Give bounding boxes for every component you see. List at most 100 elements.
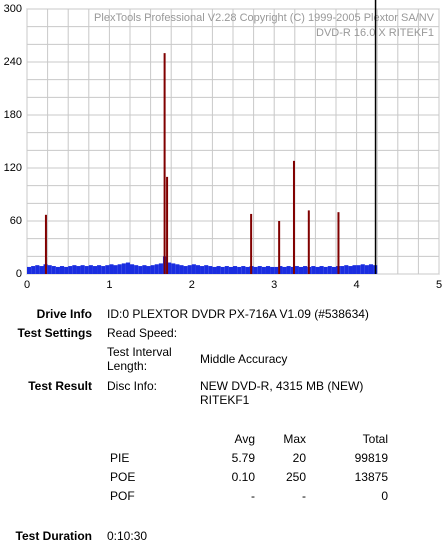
pie-bar [55, 266, 60, 274]
pie-bar [270, 266, 275, 274]
cell: 0.10 [231, 470, 255, 484]
pie-bar [278, 266, 283, 274]
grid [26, 8, 440, 275]
pie-bar [134, 265, 139, 274]
pie-bar [344, 265, 349, 274]
pie-bar [257, 266, 262, 274]
pie-bar [298, 266, 304, 274]
pie-bar [130, 264, 135, 274]
label: Drive Info [36, 307, 92, 321]
chart-title: PlexTools Professional V2.28 Copyright (… [94, 12, 435, 24]
row-label: POF [110, 489, 135, 503]
pie-bar [224, 266, 229, 274]
pie-bar [117, 264, 122, 274]
label: Test Result [28, 379, 92, 393]
column-header: Total [362, 432, 388, 446]
y-tick-label: 180 [4, 109, 22, 121]
pie-bar [187, 265, 192, 274]
pie-bar [167, 262, 172, 274]
pie-bar [158, 263, 163, 274]
pie-bar [92, 266, 98, 274]
row-label: POE [110, 470, 136, 484]
column-header: Avg [234, 432, 255, 446]
pie-bar [208, 266, 213, 274]
x-tick-label: 1 [106, 279, 112, 291]
pie-bar [101, 266, 106, 274]
pie-bar [294, 266, 299, 274]
cell: 20 [292, 451, 306, 465]
pie-bar [125, 262, 130, 274]
chart: PlexTools Professional V2.28 Copyright (… [4, 0, 442, 291]
pie-bar [179, 265, 184, 274]
cell: 0 [381, 489, 388, 503]
pie-bar [39, 266, 44, 274]
pie-bar [331, 266, 336, 274]
value: Middle Accuracy [200, 352, 288, 366]
pie-bar [171, 263, 176, 274]
pie-bar [253, 266, 258, 274]
pie-bar [368, 264, 374, 274]
pie-bar [315, 266, 320, 274]
y-tick-label: 240 [4, 56, 22, 68]
pie-bar [237, 266, 242, 274]
x-tick-label: 4 [354, 279, 360, 291]
value: Disc Info: [107, 379, 158, 393]
pie-bar [97, 265, 102, 274]
cell: 99819 [354, 451, 388, 465]
y-tick-label: 0 [16, 268, 22, 280]
pie-bar [319, 266, 324, 274]
label: Test Settings [17, 326, 92, 340]
pie-bar [51, 266, 56, 274]
report: Drive Info ID:0 PLEXTOR DVDR PX-716A V1.… [0, 300, 446, 548]
pie-bar [35, 265, 40, 274]
pie-bar [323, 266, 328, 274]
y-tick-label: 60 [10, 215, 22, 227]
x-tick-label: 3 [271, 279, 277, 291]
y-tick-label: 120 [4, 162, 22, 174]
pie-bar [212, 266, 217, 274]
pie-bar [191, 264, 196, 274]
pie-bar [47, 265, 52, 274]
pie-bar [364, 265, 369, 274]
label: Test Duration [15, 529, 92, 543]
pie-bar [121, 263, 126, 274]
cell: 13875 [354, 470, 388, 484]
x-tick-label: 0 [24, 279, 30, 291]
y-tick-label: 300 [4, 3, 22, 15]
pie-bar [195, 265, 201, 274]
pie-bar [113, 265, 118, 274]
pie-bar [72, 265, 77, 274]
pie-bar [154, 264, 159, 274]
pie-bar [64, 266, 69, 274]
pie-bar [327, 266, 332, 274]
pie-bar [356, 265, 361, 274]
pie-bar [286, 266, 291, 274]
pie-bar [109, 264, 114, 274]
pie-bar [27, 266, 32, 274]
pie-bar [105, 265, 110, 274]
pie-bar [340, 266, 345, 274]
pie-bar [233, 266, 238, 274]
value: Read Speed: [107, 326, 178, 340]
value: 0:10:30 [107, 529, 148, 543]
pie-bar [282, 266, 287, 274]
value: ID:0 PLEXTOR DVDR PX-716A V1.09 (#538634… [107, 307, 369, 321]
cell: 250 [285, 470, 306, 484]
pie-bar [348, 266, 353, 274]
pie-bar [183, 266, 188, 274]
value: Test Interval Length: [107, 345, 172, 373]
pie-bar [303, 266, 308, 274]
pie-bar [228, 266, 233, 274]
pie-bar [88, 265, 93, 274]
cell: - [251, 489, 255, 503]
pie-bar [311, 266, 316, 274]
pie-bar [68, 266, 73, 274]
pie-bar [274, 266, 279, 274]
pie-bar [84, 266, 89, 274]
pie-bar [142, 265, 147, 274]
pie-bar [220, 266, 225, 274]
row-label: PIE [110, 451, 130, 465]
pie-bar [216, 266, 221, 274]
marks [27, 53, 378, 274]
